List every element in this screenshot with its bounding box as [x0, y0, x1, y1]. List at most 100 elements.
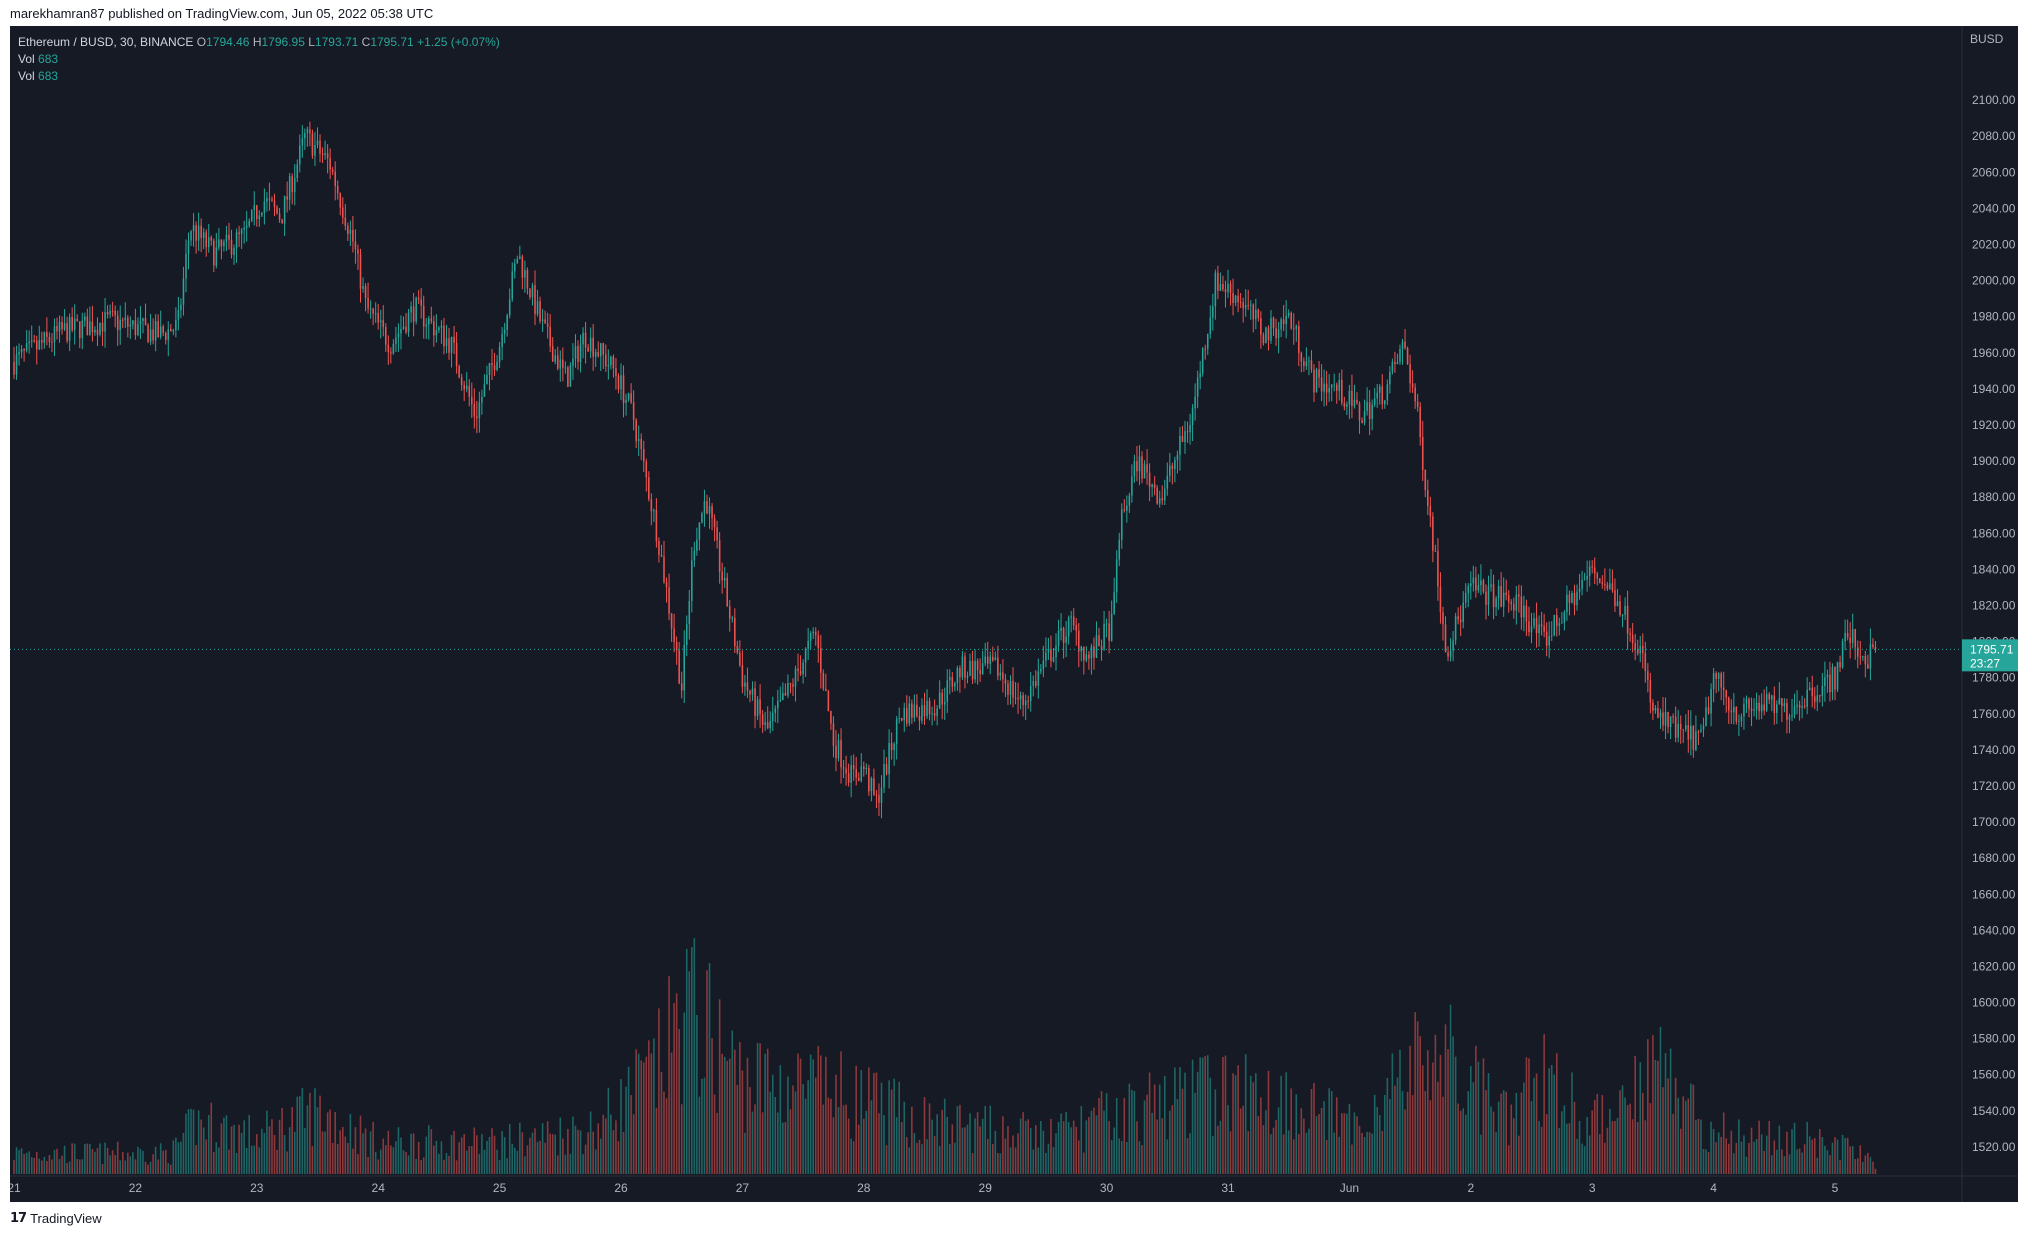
time-tick-label: Jun — [1340, 1181, 1359, 1195]
candle-body — [1735, 706, 1738, 722]
volume-bar — [402, 1150, 405, 1174]
candle-body — [359, 253, 362, 289]
candle-body — [794, 668, 797, 687]
volume-bar — [711, 1038, 713, 1174]
candle-body — [288, 176, 291, 200]
volume-bar — [493, 1135, 496, 1174]
candle-body — [524, 270, 526, 278]
candle-body — [417, 297, 420, 300]
volume-bar — [314, 1088, 316, 1174]
candle-body — [1824, 677, 1826, 687]
volume-bar — [868, 1067, 870, 1174]
volume-bar — [645, 1056, 648, 1174]
volume-bar — [1363, 1137, 1366, 1174]
volume-bar — [1459, 1110, 1462, 1174]
candle-body — [589, 337, 592, 352]
volume-bar — [382, 1138, 385, 1174]
candle-body — [1161, 498, 1164, 501]
volume-bar — [35, 1151, 38, 1174]
candle-body — [847, 773, 850, 783]
volume-bar — [491, 1128, 493, 1174]
volume-bar — [890, 1089, 893, 1174]
candle-body — [405, 326, 407, 333]
candle-body — [1679, 723, 1682, 730]
candle-body — [1004, 679, 1007, 684]
volume-bar — [521, 1132, 524, 1174]
candle-body — [372, 308, 374, 314]
volume-bar — [433, 1145, 435, 1174]
volume-bar — [410, 1133, 412, 1174]
candle-body — [1396, 361, 1399, 364]
volume-bar — [218, 1147, 220, 1174]
volume-label: Vol — [18, 69, 35, 83]
volume-bar — [771, 1074, 774, 1174]
volume-bar — [1206, 1055, 1209, 1174]
candle-body — [713, 518, 716, 528]
volume-bar — [1725, 1138, 1728, 1174]
candle-body — [46, 332, 48, 337]
volume-bar — [680, 1104, 683, 1174]
candle-body — [1419, 407, 1421, 438]
candle-body — [1404, 341, 1406, 348]
volume-bar — [663, 1091, 665, 1174]
candle-body — [400, 328, 402, 334]
chart-panel[interactable]: BUSD 1520.00 1540.00 1560.00 1580.00 1600.00 1… — [10, 26, 2018, 1202]
volume-bar — [1335, 1097, 1338, 1174]
legend-volume-row[interactable]: Vol 683 — [18, 51, 500, 68]
candle-body — [1437, 551, 1439, 587]
candle-body — [468, 385, 471, 397]
volume-bar — [369, 1131, 372, 1174]
symbol-label[interactable]: Ethereum / BUSD, 30, BINANCE — [18, 35, 194, 49]
volume-bar — [1626, 1105, 1629, 1174]
candle-body — [1864, 656, 1867, 665]
volume-bar — [481, 1134, 483, 1174]
candle-body — [1831, 667, 1834, 693]
volume-bar — [71, 1143, 73, 1174]
candle-body — [1662, 712, 1664, 726]
candle-body — [339, 193, 342, 208]
volume-bar — [207, 1114, 210, 1174]
candle-body — [1581, 579, 1583, 589]
candle-body — [539, 301, 541, 322]
candle-body — [789, 683, 792, 685]
volume-bar — [1533, 1077, 1535, 1174]
candle-body — [1373, 398, 1376, 405]
volume-bar — [857, 1124, 860, 1174]
candle-body — [488, 363, 491, 375]
volume-bar — [91, 1149, 94, 1174]
candle-body — [1270, 317, 1272, 341]
volume-bar — [41, 1160, 43, 1174]
candle-body — [1131, 476, 1133, 496]
volume-bar — [544, 1142, 546, 1174]
candle-body — [1690, 725, 1692, 740]
candle-body — [622, 375, 625, 404]
candle-body — [1816, 695, 1819, 702]
candle-body — [572, 358, 574, 366]
candle-body — [691, 560, 693, 601]
candle-body — [1523, 605, 1525, 618]
volume-bar — [301, 1088, 304, 1174]
volume-bar — [1548, 1068, 1550, 1174]
candle-body — [1148, 472, 1151, 488]
candle-body — [531, 285, 534, 298]
volume-bar — [1778, 1125, 1781, 1174]
volume-bar — [1045, 1152, 1047, 1174]
candle-body — [653, 510, 655, 512]
legend-volume-row[interactable]: Vol 683 — [18, 68, 500, 85]
volume-bar — [1126, 1141, 1128, 1174]
volume-bar — [976, 1112, 979, 1174]
volume-bar — [1854, 1159, 1857, 1174]
volume-bar — [1470, 1066, 1472, 1174]
candle-body — [936, 708, 938, 716]
volume-bar — [562, 1138, 564, 1174]
volume-bar — [637, 1053, 640, 1174]
candlestick-chart[interactable]: BUSD1520.001540.001560.001580.001600.001… — [10, 26, 2018, 1202]
price-tick-label: 2040.00 — [1972, 201, 2016, 215]
volume-bar — [592, 1131, 594, 1174]
volume-bar — [1568, 1123, 1571, 1174]
volume-bar — [445, 1152, 448, 1174]
candle-body — [1280, 319, 1282, 330]
footer-brand[interactable]: 𝟭𝟳 TradingView — [10, 1210, 102, 1226]
volume-bar — [1075, 1126, 1078, 1174]
volume-bar — [688, 971, 691, 1174]
